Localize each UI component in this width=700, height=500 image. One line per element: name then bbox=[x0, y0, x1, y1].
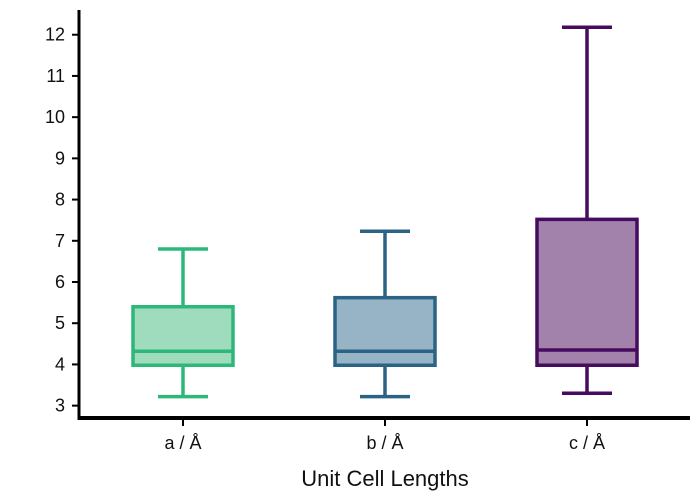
x-tick-label: a / Å bbox=[164, 433, 201, 453]
y-tick-label: 11 bbox=[46, 66, 65, 86]
box-iqr bbox=[131, 304, 235, 367]
y-tick-label: 8 bbox=[55, 190, 65, 210]
y-tick-label: 6 bbox=[55, 272, 65, 292]
box-3 bbox=[535, 25, 639, 396]
y-tick-label: 5 bbox=[55, 313, 65, 333]
y-axis-ticks: 3 4 5 6 7 8 9 10 11 12 bbox=[45, 25, 79, 416]
x-tick-label: c / Å bbox=[569, 433, 605, 453]
box-iqr bbox=[535, 217, 639, 367]
y-tick-label: 3 bbox=[55, 396, 65, 416]
y-tick-label: 10 bbox=[45, 107, 65, 127]
x-tick-label: b / Å bbox=[366, 433, 403, 453]
box-iqr bbox=[333, 295, 437, 367]
y-tick-label: 4 bbox=[55, 354, 65, 374]
x-axis-ticks: a / Å b / Å c / Å bbox=[164, 418, 605, 453]
box-2 bbox=[333, 229, 437, 399]
y-tick-label: 9 bbox=[55, 148, 65, 168]
y-tick-label: 7 bbox=[55, 231, 65, 251]
box-series bbox=[131, 25, 639, 399]
box-1 bbox=[131, 247, 235, 399]
x-axis-title: Unit Cell Lengths bbox=[301, 466, 469, 491]
y-tick-label: 12 bbox=[45, 25, 65, 45]
